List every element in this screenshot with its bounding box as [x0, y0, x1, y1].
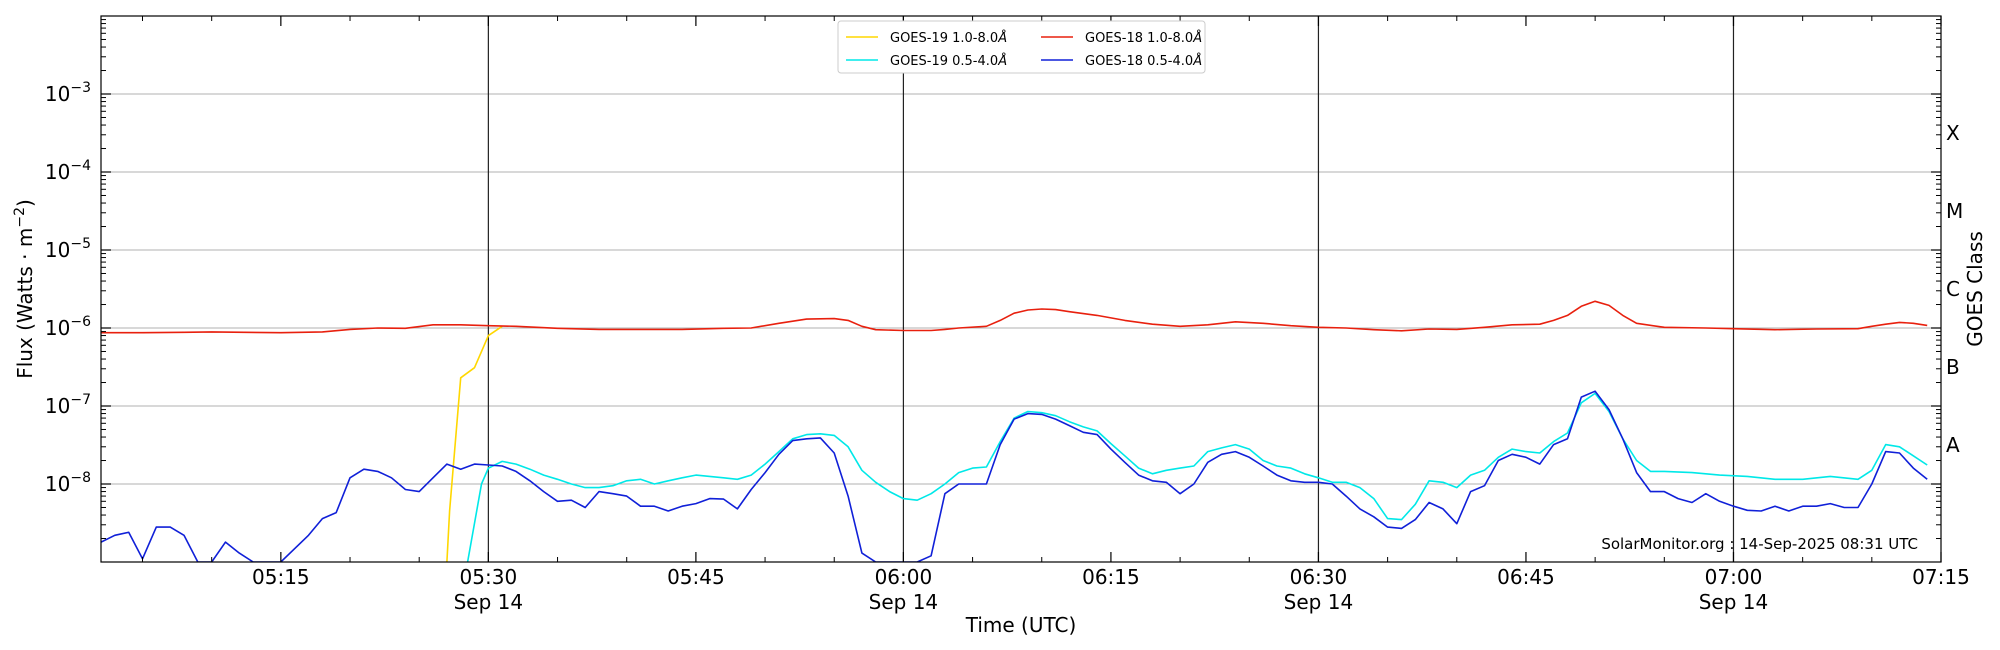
x-tick-date: Sep 14: [869, 590, 939, 614]
y-tick-exponent: −8: [70, 470, 91, 486]
y-tick-label: 10−4: [45, 158, 91, 184]
y-tick-label: 10−8: [45, 470, 91, 496]
x-tick-label: 06:00: [875, 565, 933, 589]
x-tick-label: 05:15: [252, 565, 310, 589]
y-tick-base: 10: [45, 316, 70, 340]
legend-label-unit: Å: [1192, 53, 1202, 69]
y-tick-base: 10: [45, 394, 70, 418]
goes-class-labels: A B C M X: [1946, 121, 1963, 457]
series-line-2: [101, 300, 1928, 334]
x-tick-label: 06:15: [1082, 565, 1140, 589]
goes-class-label: A: [1946, 433, 1960, 457]
y-axis-title: Flux (Watts · m−2): [12, 199, 37, 379]
x-tick-label: 05:45: [667, 565, 725, 589]
goes-class-label: B: [1946, 355, 1960, 379]
y-tick-base: 10: [45, 238, 70, 262]
x-tick-date: Sep 14: [1699, 590, 1769, 614]
series-line-1: [446, 325, 503, 562]
x-tick-date: Sep 14: [1284, 590, 1354, 614]
legend-label-unit: Å: [997, 30, 1007, 46]
y-tick-label: 10−3: [45, 80, 91, 106]
legend-label-text: GOES-18 1.0-8.0: [1085, 31, 1193, 46]
y-axis-ticks: 10−810−710−610−510−410−3: [45, 19, 1941, 540]
y-tick-exponent: −3: [70, 80, 91, 96]
x-tick-label: 06:45: [1497, 565, 1555, 589]
x-tick-label: 06:30: [1290, 565, 1348, 589]
y-tick-label: 10−7: [45, 392, 91, 418]
legend-label: GOES-18 0.5-4.0Å: [1085, 53, 1202, 69]
legend-label: GOES-18 1.0-8.0Å: [1085, 30, 1202, 46]
x-axis-title: Time (UTC): [965, 613, 1077, 637]
credit-text: SolarMonitor.org : 14-Sep-2025 08:31 UTC: [1601, 535, 1918, 553]
legend-label-unit: Å: [1192, 30, 1202, 46]
y-tick-exponent: −4: [70, 158, 91, 174]
day-boundary-lines: [487, 16, 1735, 562]
legend-label: GOES-19 1.0-8.0Å: [890, 30, 1007, 46]
x-tick-label: 05:30: [460, 565, 518, 589]
legend-label-text: GOES-19 0.5-4.0: [890, 54, 998, 69]
y-tick-exponent: −7: [70, 392, 91, 408]
goes-class-label: C: [1946, 277, 1960, 301]
goes-class-axis-title: GOES Class: [1963, 231, 1987, 347]
y-tick-exponent: −5: [70, 236, 91, 252]
legend-label-unit: Å: [997, 53, 1007, 69]
plot-frame: [100, 15, 1942, 563]
legend-label-text: GOES-18 0.5-4.0: [1085, 54, 1193, 69]
legend-box: [837, 20, 1206, 74]
y-tick-base: 10: [45, 82, 70, 106]
y-tick-base: 10: [45, 472, 70, 496]
y-tick-label: 10−6: [45, 314, 91, 340]
y-tick-base: 10: [45, 160, 70, 184]
gridlines: [101, 93, 1941, 485]
x-tick-label: 07:00: [1705, 565, 1763, 589]
goes-class-label: X: [1946, 121, 1960, 145]
series-lines: [101, 300, 1928, 562]
x-tick-date: Sep 14: [454, 590, 524, 614]
series-line-3: [466, 392, 1928, 562]
x-tick-label: 07:15: [1912, 565, 1970, 589]
legend-label-text: GOES-19 1.0-8.0: [890, 31, 998, 46]
legend-label: GOES-19 0.5-4.0Å: [890, 53, 1007, 69]
goes-class-label: M: [1946, 199, 1963, 223]
y-tick-label: 10−5: [45, 236, 91, 262]
series-line-4: [101, 390, 1928, 562]
y-tick-exponent: −6: [70, 314, 91, 330]
